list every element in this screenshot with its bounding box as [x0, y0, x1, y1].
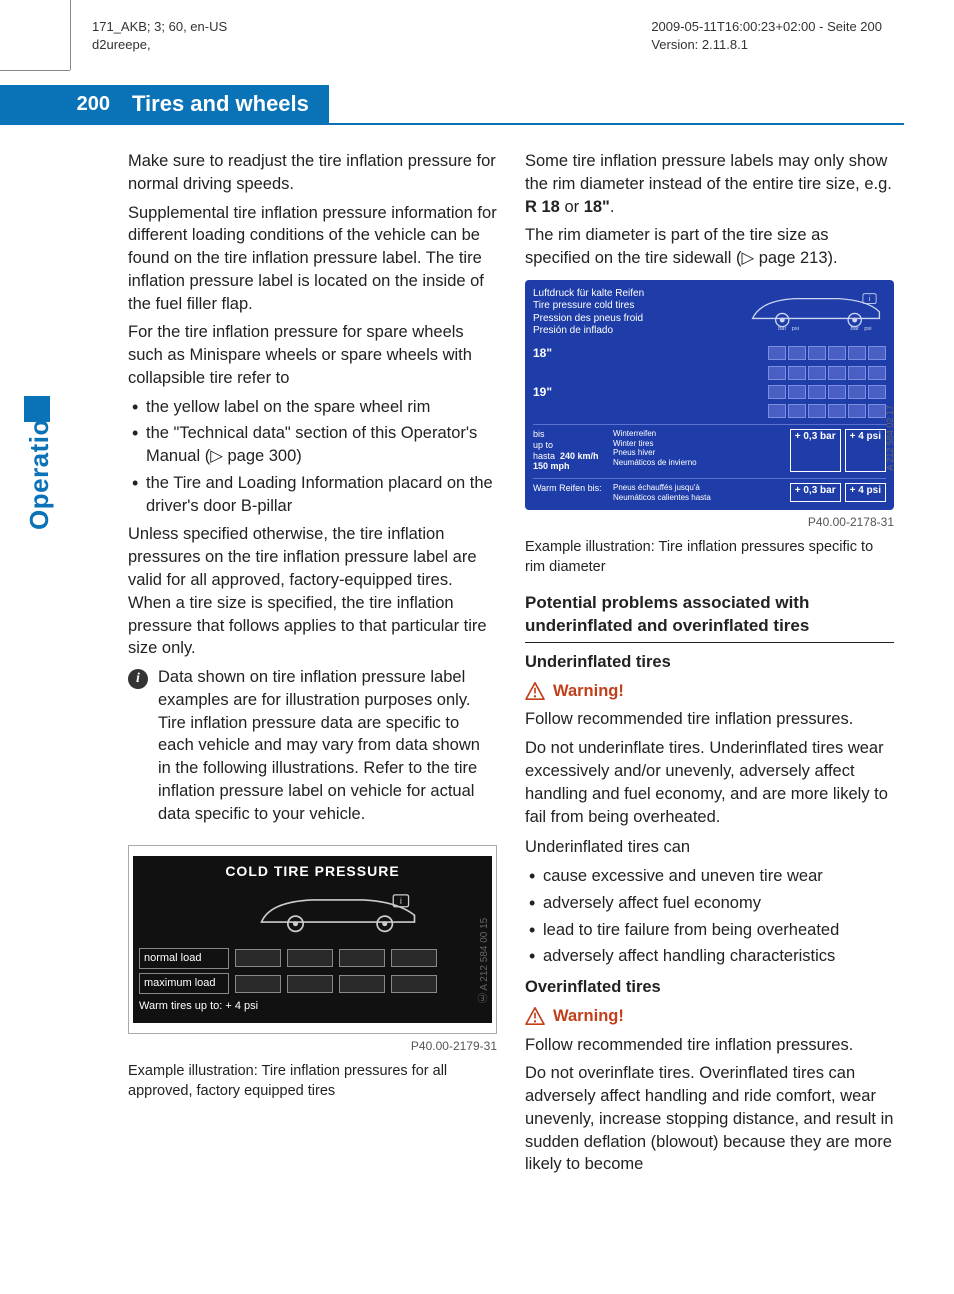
list-item: adversely affect handling characteristic… [529, 945, 894, 968]
page-number: 200 [0, 85, 120, 123]
list-item: the yellow label on the spare wheel rim [132, 396, 497, 419]
page-header: 200 Tires and wheels [0, 85, 904, 125]
row-label: normal load [139, 948, 229, 969]
pressure-cell [339, 975, 385, 993]
car-silhouette-icon: i [253, 886, 484, 940]
warning-triangle-icon [525, 1007, 545, 1025]
docref-right-2: Version: 2.11.8.1 [651, 36, 882, 54]
list-item: adversely affect fuel economy [529, 892, 894, 915]
tire-size-grid: 18" 19" [533, 345, 886, 418]
rim-size: 18" [533, 345, 561, 362]
side-tab-label: Operation [24, 403, 55, 530]
body-text: Unless specified otherwise, the tire inf… [128, 523, 497, 660]
rim-size: 19" [533, 384, 561, 401]
heading-overinflated: Overinflated tires [525, 976, 894, 999]
pressure-cell [391, 975, 437, 993]
list-item: the "Technical data" section of this Ope… [132, 422, 497, 468]
body-text: Make sure to readjust the tire inflation… [128, 150, 497, 196]
row-label: maximum load [139, 973, 229, 994]
pressure-cell [391, 949, 437, 967]
body-text: The rim diameter is part of the tire siz… [525, 224, 894, 270]
warning-text: Do not underinflate tires. Underinflated… [525, 737, 894, 828]
warning-triangle-icon [525, 682, 545, 700]
pressure-cell [339, 949, 385, 967]
crop-mark [70, 0, 71, 70]
fig2-sidecode: A 212 584 02 17 [884, 290, 896, 471]
list-item: cause excessive and uneven tire wear [529, 865, 894, 888]
warning-text: Follow recommended tire inflation pressu… [525, 1034, 894, 1057]
crop-mark [0, 70, 70, 71]
body-text: Supplemental tire inflation pressure inf… [128, 202, 497, 316]
pressure-cell [287, 949, 333, 967]
list-item: the Tire and Loading Information placard… [132, 472, 497, 518]
svg-text:i: i [869, 294, 871, 303]
fig1-title: COLD TIRE PRESSURE [133, 862, 492, 881]
svg-text:i: i [400, 896, 402, 906]
body-text: For the tire inflation pressure for spar… [128, 321, 497, 389]
list-item: lead to tire failure from being overheat… [529, 919, 894, 942]
warning-heading: Warning! [525, 1005, 894, 1028]
fig2-ref: P40.00-2178-31 [525, 514, 894, 531]
plate-box: + 4 psi [845, 429, 886, 472]
warning-text: Follow recommended tire inflation pressu… [525, 708, 894, 731]
content-columns: Make sure to readjust the tire inflation… [128, 150, 894, 1264]
info-note: i Data shown on tire inflation pressure … [128, 666, 497, 831]
body-text: Underinflated tires can [525, 836, 894, 859]
fig1-sidecode: Ⓔ A 212 584 00 15 [478, 876, 492, 1003]
warm-label: Warm Reifen bis: [533, 483, 603, 502]
svg-text:bar: bar [778, 326, 786, 332]
bullet-list: the yellow label on the spare wheel rim … [128, 396, 497, 518]
car-silhouette-icon: i bar psi bar psi [746, 288, 886, 339]
pressure-cell [235, 975, 281, 993]
figure-cold-tire-pressure: COLD TIRE PRESSURE i normal load [128, 845, 497, 1034]
warning-label: Warning! [553, 680, 624, 703]
docref-right-1: 2009-05-11T16:00:23+02:00 - Seite 200 [651, 18, 882, 36]
section-title: Tires and wheels [120, 85, 329, 123]
plate-box: + 4 psi [845, 483, 886, 502]
right-column: Some tire inflation pressure labels may … [525, 150, 894, 1264]
pressure-cell [235, 949, 281, 967]
plate-box: + 0,3 bar [790, 429, 841, 472]
info-text: Data shown on tire inflation pressure la… [158, 666, 497, 825]
info-icon: i [128, 666, 148, 831]
warning-text: Do not overinflate tires. Overinflated t… [525, 1062, 894, 1176]
heading-problems: Potential problems associated with under… [525, 591, 894, 643]
fig2-caption: Example illustration: Tire inflation pre… [525, 537, 894, 577]
load-table: normal load maximum load [133, 946, 492, 996]
warm-tires-note: Warm tires up to: + 4 psi [133, 996, 492, 1017]
docref-left-2: d2ureepe, [92, 36, 227, 54]
svg-text:psi: psi [864, 326, 871, 332]
fig1-ref: P40.00-2179-31 [128, 1038, 497, 1055]
fig1-caption: Example illustration: Tire inflation pre… [128, 1061, 497, 1101]
heading-underinflated: Underinflated tires [525, 651, 894, 674]
plate-box: + 0,3 bar [790, 483, 841, 502]
docref-left-1: 171_AKB; 3; 60, en-US [92, 18, 227, 36]
left-column: Make sure to readjust the tire inflation… [128, 150, 497, 1264]
warning-heading: Warning! [525, 680, 894, 703]
pressure-cell [287, 975, 333, 993]
body-text: Some tire inflation pressure labels may … [525, 150, 894, 218]
plate-footer: bisup tohasta 240 km/h150 mph Winterreif… [533, 424, 886, 472]
svg-text:psi: psi [792, 326, 799, 332]
plate-head-text: Luftdruck für kalte Reifen Tire pressure… [533, 288, 644, 339]
svg-text:bar: bar [851, 326, 859, 332]
bullet-list: cause excessive and uneven tire wear adv… [525, 865, 894, 968]
warning-label: Warning! [553, 1005, 624, 1028]
figure-rim-diameter-label: Luftdruck für kalte Reifen Tire pressure… [525, 280, 894, 511]
doc-meta: 171_AKB; 3; 60, en-US d2ureepe, 2009-05-… [92, 18, 882, 53]
